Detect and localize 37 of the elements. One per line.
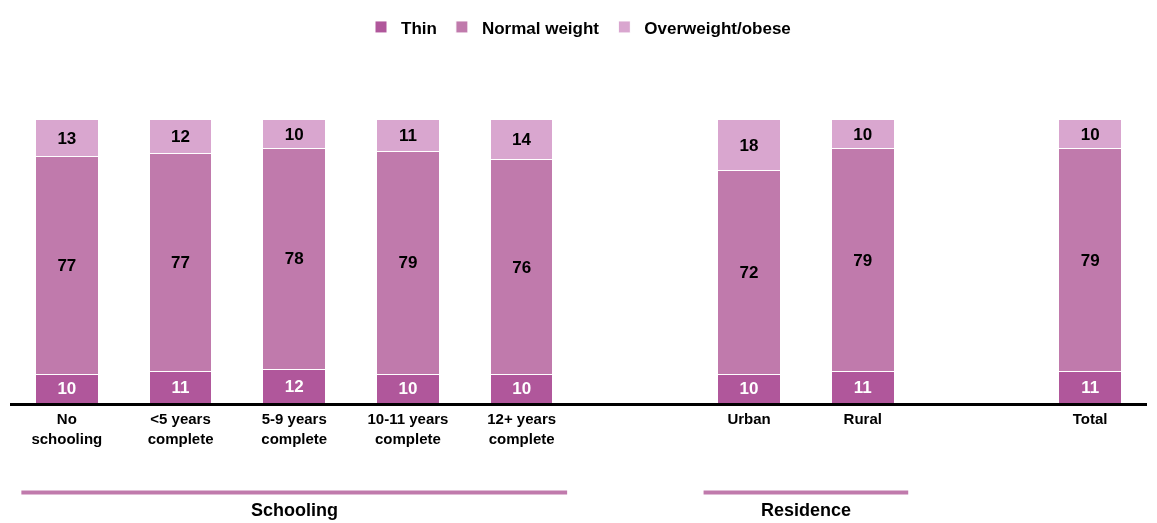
data-label: 10 bbox=[284, 124, 304, 144]
data-label: 11 bbox=[171, 377, 190, 397]
data-label: 79 bbox=[398, 253, 418, 273]
text: Schooling bbox=[251, 500, 338, 520]
data-label: 10 bbox=[512, 379, 532, 399]
data-label: 10 bbox=[57, 379, 77, 399]
data-label: 11 bbox=[853, 377, 872, 397]
data-label: 10 bbox=[398, 379, 418, 399]
legend-label: Normal weight bbox=[481, 18, 600, 38]
data-label: 72 bbox=[739, 263, 759, 283]
data-label: 79 bbox=[853, 250, 873, 270]
x-tick-label: <5 years complete bbox=[147, 410, 214, 447]
data-label: 77 bbox=[171, 253, 191, 273]
data-label: 76 bbox=[512, 257, 532, 277]
legend-label: Thin bbox=[401, 18, 437, 38]
data-label: 12 bbox=[284, 376, 304, 396]
data-label: 79 bbox=[1080, 250, 1100, 270]
data-label: 10 bbox=[1080, 124, 1100, 144]
x-tick-label: Total bbox=[1072, 410, 1108, 427]
legend-label: Overweight/obese bbox=[644, 18, 791, 38]
text: Residence bbox=[761, 500, 852, 520]
data-label: 10 bbox=[739, 379, 759, 399]
data-label: 18 bbox=[739, 135, 759, 155]
x-tick-label: 10-11 years complete bbox=[367, 410, 449, 447]
x-tick-label: 12+ years complete bbox=[487, 410, 557, 447]
data-label: 13 bbox=[57, 128, 77, 148]
data-label: 10 bbox=[853, 124, 873, 144]
data-label: 14 bbox=[511, 130, 532, 150]
x-tick-label: 5-9 years complete bbox=[261, 410, 328, 447]
x-tick-label: Urban bbox=[727, 410, 771, 427]
data-label: 12 bbox=[171, 127, 191, 147]
data-label: 78 bbox=[284, 249, 304, 269]
data-label: 11 bbox=[398, 125, 417, 145]
data-label: 11 bbox=[1081, 377, 1100, 397]
x-tick-label: No schooling bbox=[31, 410, 103, 447]
x-tick-label: Rural bbox=[843, 410, 882, 427]
data-label: 77 bbox=[57, 256, 77, 276]
